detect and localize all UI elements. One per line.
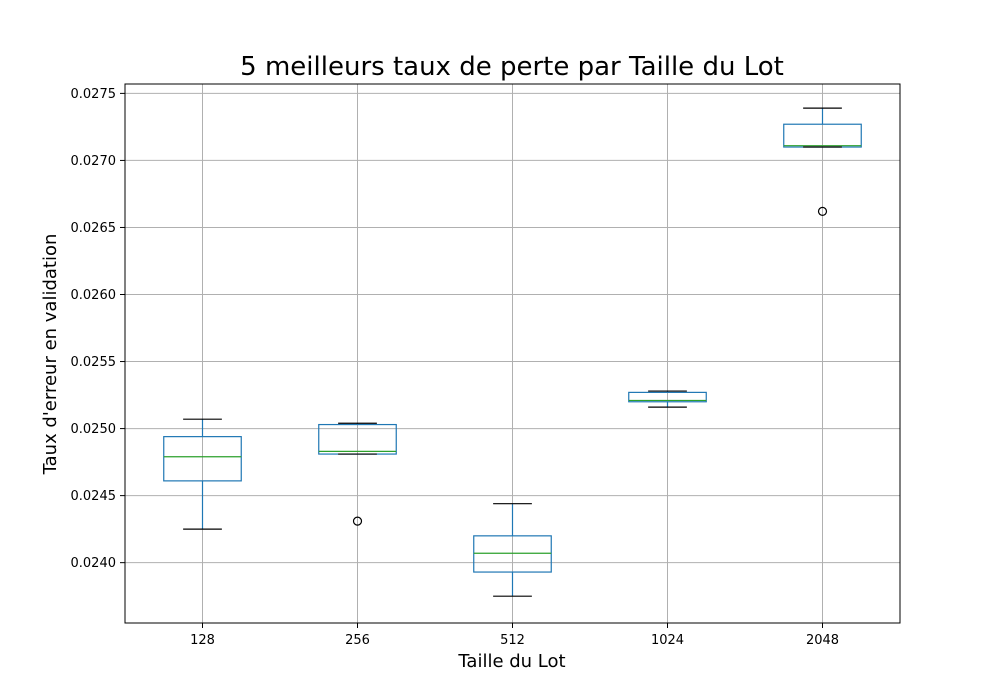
- box-1024: [628, 390, 707, 408]
- y-axis-label: Taux d'erreur en validation: [40, 234, 61, 476]
- grid-lines: [125, 84, 900, 623]
- y-tick-label: 0.0265: [71, 221, 117, 236]
- y-tick-label: 0.0275: [71, 87, 117, 102]
- axis-ticks: 0.0240 0.0245 0.0250 0.0255 0.0260 0.0265 0.02…: [71, 87, 840, 648]
- x-tick-label: 128: [190, 633, 215, 648]
- y-tick-label: 0.0255: [71, 355, 117, 370]
- x-tick-label: 1024: [651, 633, 684, 648]
- outlier-point: [817, 206, 828, 216]
- y-tick-label: 0.0245: [71, 489, 117, 504]
- y-tick-label: 0.0270: [71, 154, 117, 169]
- box-512: [473, 503, 552, 597]
- box-2048: [783, 107, 862, 216]
- y-tick-label: 0.0260: [71, 288, 117, 303]
- x-tick-label: 512: [500, 633, 525, 648]
- iqr-box: [628, 391, 707, 403]
- y-tick-label: 0.0240: [71, 556, 117, 571]
- box-256: [318, 422, 397, 526]
- outlier-point: [352, 516, 363, 526]
- box-128: [163, 418, 242, 530]
- x-tick-label: 2048: [806, 633, 839, 648]
- x-axis-label: Taille du Lot: [457, 651, 565, 672]
- chart-title: 5 meilleurs taux de perte par Taille du …: [240, 52, 784, 82]
- boxes: [163, 107, 862, 597]
- y-tick-label: 0.0250: [71, 422, 117, 437]
- iqr-box: [473, 535, 552, 573]
- iqr-box: [163, 436, 242, 482]
- x-tick-label: 256: [345, 633, 370, 648]
